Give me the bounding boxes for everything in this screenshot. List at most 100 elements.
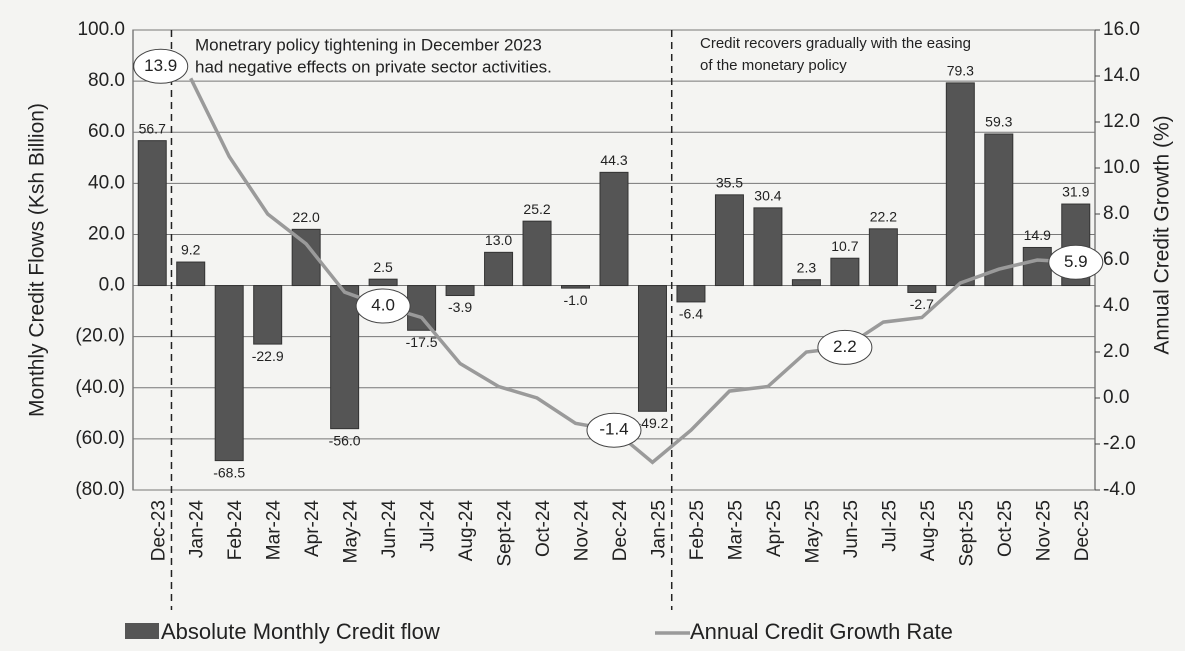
bar-value-label: -22.9 [252, 348, 284, 364]
y-tick-label: (20.0) [75, 326, 125, 347]
bar-value-label: 2.5 [373, 259, 393, 275]
bar-value-label: 59.3 [985, 114, 1012, 130]
y2-tick-label: 6.0 [1103, 249, 1129, 270]
x-tick-label: Nov-24 [572, 500, 593, 562]
x-tick-label: Oct-24 [533, 500, 554, 557]
y-tick-label: 20.0 [88, 223, 125, 244]
y-axis-label: Monthly Credit Flows (Ksh Billion) [26, 103, 49, 417]
bar [945, 82, 975, 287]
legend-label: Annual Credit Growth Rate [690, 619, 953, 644]
bar-value-label: 10.7 [831, 238, 858, 254]
y-tick-label: 80.0 [88, 70, 125, 91]
bar-value-label: -56.0 [329, 432, 361, 448]
x-tick-label: Feb-24 [225, 500, 246, 561]
legend-label: Absolute Monthly Credit flow [161, 619, 440, 644]
y-tick-label: 0.0 [99, 275, 125, 296]
y2-tick-label: -4.0 [1103, 479, 1136, 500]
bar-value-label: 25.2 [523, 201, 550, 217]
bar [830, 257, 860, 287]
bar-value-label: 13.0 [485, 232, 512, 248]
bar [445, 285, 475, 297]
y-tick-label: (80.0) [75, 479, 125, 500]
y2-axis-label: Annual Credit Growth (%) [1151, 115, 1174, 354]
bar [907, 285, 937, 293]
bar-value-label: -3.9 [448, 299, 472, 315]
x-tick-label: Dec-25 [1072, 500, 1093, 561]
x-tick-label: Apr-25 [764, 500, 785, 557]
x-tick-label: Aug-24 [456, 500, 477, 562]
line-label-bubble [1048, 244, 1104, 280]
line-value-label: 13.9 [144, 56, 177, 75]
annotation: had negative effects on private sector a… [195, 57, 552, 76]
x-tick-label: Oct-25 [995, 500, 1016, 557]
legend-swatch [125, 623, 159, 639]
bar-value-label: -1.0 [563, 292, 587, 308]
bar-value-label: 30.4 [754, 188, 781, 204]
y2-tick-label: 10.0 [1103, 157, 1140, 178]
x-tick-label: Nov-25 [1033, 500, 1054, 561]
bar [676, 285, 706, 303]
bar [868, 228, 898, 287]
y2-tick-label: 8.0 [1103, 203, 1129, 224]
y2-tick-label: 0.0 [1103, 387, 1129, 408]
bar-value-label: 14.9 [1024, 227, 1051, 243]
x-tick-label: Dec-24 [610, 500, 631, 562]
bar-value-label: 2.3 [797, 259, 817, 275]
line-value-label: 2.2 [833, 337, 857, 356]
x-tick-label: May-25 [802, 500, 823, 563]
x-tick-label: Jun-24 [379, 500, 400, 559]
bar [137, 140, 167, 287]
bar [561, 285, 591, 289]
x-tick-label: Jun-25 [841, 500, 862, 558]
x-tick-label: Jan-24 [187, 500, 208, 559]
bar [214, 285, 244, 462]
bar [1022, 246, 1052, 287]
bar [714, 194, 744, 287]
bar [253, 285, 283, 345]
y2-tick-label: -2.0 [1103, 433, 1136, 454]
x-tick-label: Sept-24 [495, 500, 516, 567]
x-tick-label: Jul-24 [418, 500, 439, 552]
y-tick-label: (60.0) [75, 428, 125, 449]
line-label-bubble [817, 329, 873, 365]
bar-value-label: -68.5 [213, 464, 245, 480]
annotation: of the monetary policy [700, 57, 847, 74]
line-label-bubble [586, 412, 642, 448]
x-tick-label: Mar-25 [725, 500, 746, 560]
bar [791, 279, 821, 287]
bar [407, 285, 437, 331]
x-tick-label: Mar-24 [264, 500, 285, 561]
bar [984, 133, 1014, 287]
bar-value-label: 35.5 [716, 175, 743, 191]
x-tick-label: Aug-25 [918, 500, 939, 561]
x-tick-label: Dec-23 [148, 500, 169, 561]
bar-value-label: 22.2 [870, 209, 897, 225]
bar [176, 261, 206, 287]
growth-line [189, 77, 1076, 465]
bar [753, 207, 783, 287]
bar-value-label: -17.5 [406, 334, 438, 350]
bar-value-label: -2.7 [910, 296, 934, 312]
bar [599, 171, 629, 287]
y2-tick-label: 12.0 [1103, 111, 1140, 132]
bar-value-label: 22.0 [293, 209, 320, 225]
line-label-bubble [355, 288, 411, 324]
y-tick-label: 100.0 [77, 19, 125, 40]
x-tick-label: May-24 [341, 500, 362, 564]
x-tick-label: Feb-25 [687, 500, 708, 560]
line-value-label: 5.9 [1064, 252, 1088, 271]
line-value-label: -1.4 [599, 420, 628, 439]
bar-value-label: 56.7 [139, 120, 166, 136]
annotation: Credit recovers gradually with the easin… [700, 35, 971, 52]
annotation: Monetrary policy tightening in December … [195, 35, 542, 54]
bar-value-label: -49.2 [637, 415, 669, 431]
bar [637, 285, 667, 412]
x-tick-label: Apr-24 [302, 500, 323, 557]
y2-tick-label: 4.0 [1103, 295, 1129, 316]
bar-value-label: 31.9 [1062, 184, 1089, 200]
bar-value-label: 79.3 [947, 63, 974, 79]
bar-value-label: -6.4 [679, 306, 703, 322]
x-tick-label: Sept-25 [956, 500, 977, 567]
